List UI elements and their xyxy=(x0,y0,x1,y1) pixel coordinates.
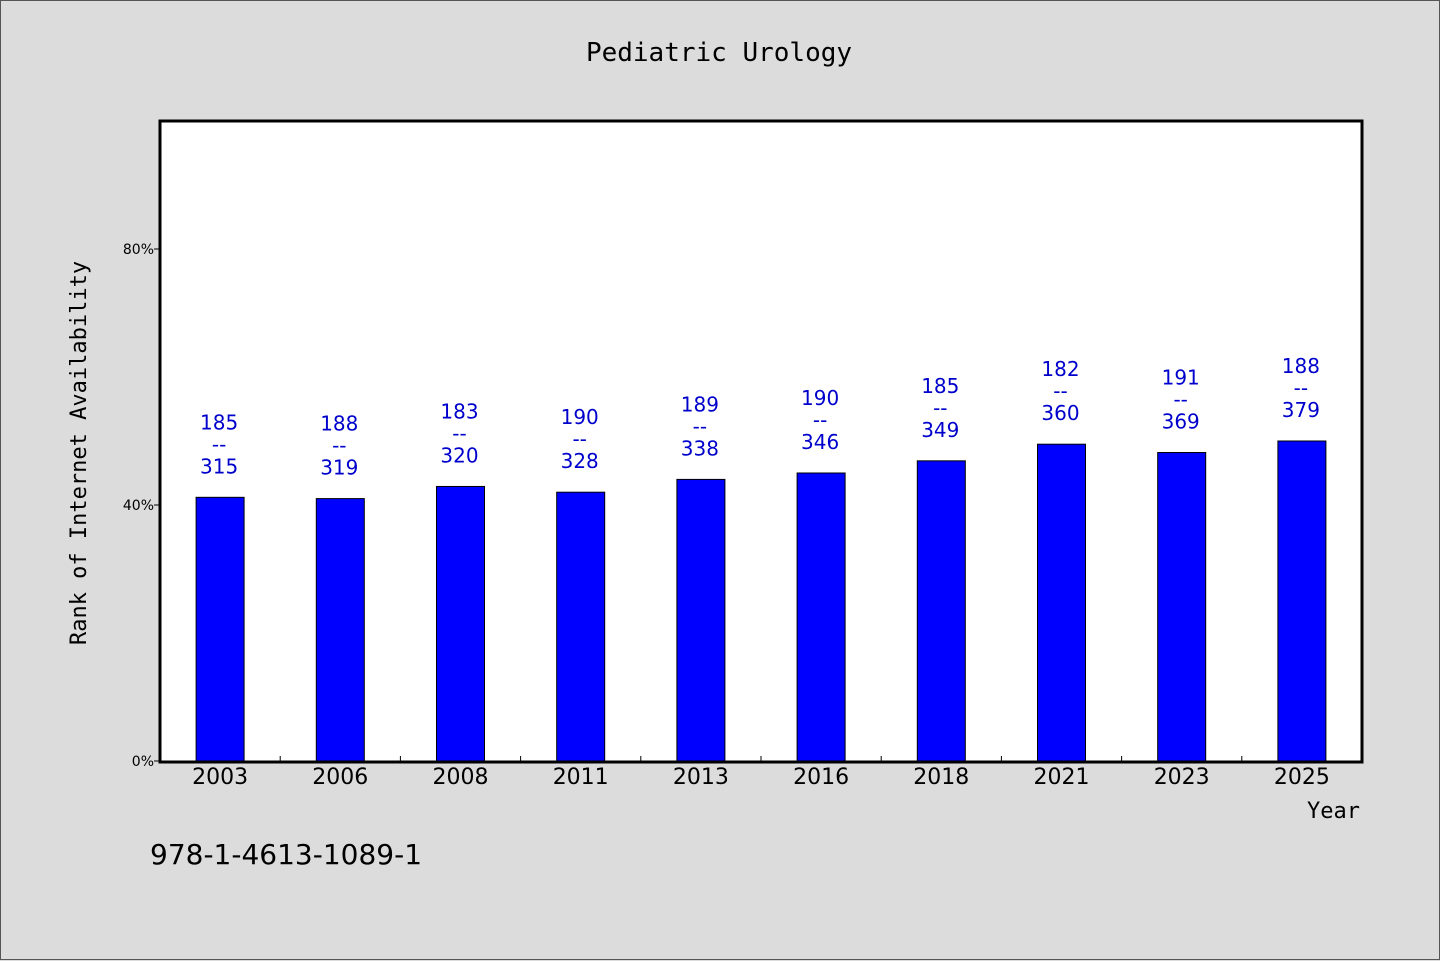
bar-label-sep-2008: -- xyxy=(452,421,466,445)
bar-label-sep-2016: -- xyxy=(813,408,827,432)
bar-label-bottom-2011: 328 xyxy=(561,449,599,473)
bar-label-sep-2003: -- xyxy=(212,432,226,456)
x-tick-label-2016: 2016 xyxy=(793,765,849,790)
bar-label-sep-2011: -- xyxy=(572,427,586,451)
bar-label-bottom-2021: 360 xyxy=(1041,401,1079,425)
bar-label-top-2006: 188 xyxy=(320,412,358,436)
x-tick-label-2018: 2018 xyxy=(913,765,969,790)
bars-group xyxy=(195,440,1327,762)
bar-label-bottom-2008: 320 xyxy=(440,443,478,467)
bar-label-top-2021: 182 xyxy=(1041,357,1079,381)
bar-2018 xyxy=(916,460,966,762)
bar-label-top-2013: 189 xyxy=(681,392,719,416)
y-axis-label: Rank of Internet Availability xyxy=(67,261,92,645)
x-axis: 2003 2006 2008 2011 2013 2016 2018 2021 2023 2025 xyxy=(192,756,1330,790)
y-axis: 0% 40% 80% xyxy=(123,242,160,770)
bar-label-top-2008: 183 xyxy=(440,399,478,423)
bar-2023 xyxy=(1157,452,1207,762)
bar-2016 xyxy=(796,472,846,762)
bar-label-bottom-2023: 369 xyxy=(1162,410,1200,434)
bar-label-bottom-2018: 349 xyxy=(921,418,959,442)
bar-label-sep-2013: -- xyxy=(693,414,707,438)
y-tick-label: 80% xyxy=(123,242,154,258)
bar-label-sep-2021: -- xyxy=(1053,379,1067,403)
bar-label-sep-2023: -- xyxy=(1173,388,1187,412)
bar-label-bottom-2025: 379 xyxy=(1282,398,1320,422)
bar-label-top-2016: 190 xyxy=(801,386,839,410)
bar-2003 xyxy=(195,496,245,762)
y-tick-label: 0% xyxy=(132,754,154,770)
x-tick-label-2021: 2021 xyxy=(1034,765,1090,790)
bar-label-sep-2025: -- xyxy=(1294,376,1308,400)
x-axis-label: Year xyxy=(1307,799,1360,824)
chart-title: Pediatric Urology xyxy=(586,38,852,68)
y-tick-label: 40% xyxy=(123,498,154,514)
x-tick-label-2003: 2003 xyxy=(192,765,248,790)
bar-label-top-2025: 188 xyxy=(1282,354,1320,378)
bar-2011 xyxy=(556,491,606,762)
bar-label-sep-2006: -- xyxy=(332,434,346,458)
bar-2013 xyxy=(676,478,726,762)
x-tick-label-2023: 2023 xyxy=(1154,765,1210,790)
bar-2006 xyxy=(315,498,365,762)
bar-label-bottom-2013: 338 xyxy=(681,436,719,460)
data-labels-group: 185--315188--319183--320190--328189--338… xyxy=(200,354,1320,480)
bar-2008 xyxy=(436,485,485,762)
bar-label-top-2018: 185 xyxy=(921,374,959,398)
isbn-code: 978-1-4613-1089-1 xyxy=(150,838,422,871)
x-tick-label-2011: 2011 xyxy=(553,765,609,790)
x-tick-label-2013: 2013 xyxy=(673,765,729,790)
bar-label-top-2003: 185 xyxy=(200,410,238,434)
bar-2025 xyxy=(1277,440,1327,762)
bar-label-top-2011: 190 xyxy=(561,405,599,429)
bar-label-bottom-2016: 346 xyxy=(801,430,839,454)
bar-label-sep-2018: -- xyxy=(933,396,947,420)
x-tick-label-2008: 2008 xyxy=(433,765,489,790)
bar-label-top-2023: 191 xyxy=(1162,366,1200,390)
x-tick-label-2006: 2006 xyxy=(312,765,368,790)
bar-label-bottom-2003: 315 xyxy=(200,454,238,478)
bar-2021 xyxy=(1037,443,1086,762)
bar-label-bottom-2006: 319 xyxy=(320,456,358,480)
x-tick-label-2025: 2025 xyxy=(1274,765,1330,790)
